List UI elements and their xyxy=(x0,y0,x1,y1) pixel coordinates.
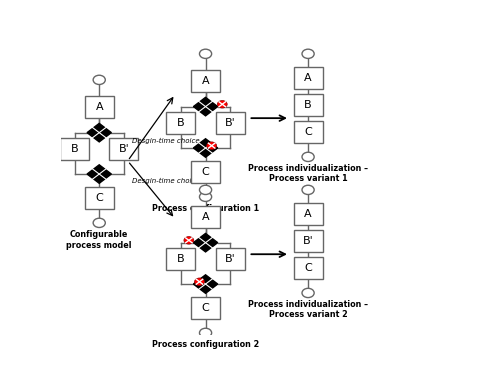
Text: B': B' xyxy=(225,118,236,128)
Polygon shape xyxy=(87,123,111,142)
Bar xyxy=(109,138,138,160)
Text: A: A xyxy=(202,212,209,222)
Polygon shape xyxy=(194,139,218,157)
Polygon shape xyxy=(194,275,218,293)
Bar xyxy=(191,206,220,228)
Bar xyxy=(294,203,322,225)
Bar xyxy=(191,161,220,183)
Circle shape xyxy=(302,152,314,162)
Text: C: C xyxy=(96,193,103,203)
Circle shape xyxy=(218,100,227,108)
Text: A: A xyxy=(202,76,209,86)
Text: B': B' xyxy=(303,237,314,246)
Circle shape xyxy=(195,278,204,285)
Circle shape xyxy=(199,328,212,338)
Text: A: A xyxy=(304,73,312,83)
Text: C: C xyxy=(202,303,209,313)
Text: Process individualization –
Process variant 1: Process individualization – Process vari… xyxy=(248,164,368,183)
Text: B': B' xyxy=(119,144,129,154)
Text: A: A xyxy=(304,209,312,219)
Circle shape xyxy=(93,75,105,85)
Bar xyxy=(294,121,322,143)
Circle shape xyxy=(199,192,212,202)
Text: Process configuration 2: Process configuration 2 xyxy=(152,340,259,349)
Bar xyxy=(191,70,220,92)
Bar xyxy=(85,96,114,118)
Circle shape xyxy=(199,49,212,58)
Polygon shape xyxy=(87,165,111,183)
Text: C: C xyxy=(304,264,312,273)
Bar xyxy=(60,138,89,160)
Circle shape xyxy=(207,142,217,149)
Bar xyxy=(294,67,322,89)
Text: B: B xyxy=(71,144,78,154)
Bar xyxy=(216,248,245,270)
Circle shape xyxy=(302,288,314,297)
Polygon shape xyxy=(194,233,218,252)
Text: C: C xyxy=(304,127,312,137)
Bar xyxy=(191,297,220,319)
Bar xyxy=(294,230,322,252)
Bar xyxy=(167,112,196,133)
Text: B: B xyxy=(177,118,185,128)
Text: C: C xyxy=(202,167,209,177)
Text: Desgin-time choice: Desgin-time choice xyxy=(131,178,199,184)
Circle shape xyxy=(199,185,212,194)
Text: B: B xyxy=(177,254,185,264)
Text: Process configuration 1: Process configuration 1 xyxy=(152,204,259,213)
Bar xyxy=(294,258,322,279)
Circle shape xyxy=(184,237,194,244)
Text: A: A xyxy=(96,102,103,112)
Text: B: B xyxy=(304,100,312,110)
Text: Configurable
process model: Configurable process model xyxy=(67,230,132,250)
Circle shape xyxy=(93,218,105,227)
Polygon shape xyxy=(194,97,218,116)
Text: Desgin-time choice: Desgin-time choice xyxy=(131,138,199,144)
Circle shape xyxy=(302,185,314,194)
Circle shape xyxy=(302,49,314,58)
Bar xyxy=(85,187,114,209)
Bar xyxy=(216,112,245,133)
Bar xyxy=(167,248,196,270)
Bar xyxy=(294,94,322,116)
Text: B': B' xyxy=(225,254,236,264)
Text: Process individualization –
Process variant 2: Process individualization – Process vari… xyxy=(248,300,368,319)
